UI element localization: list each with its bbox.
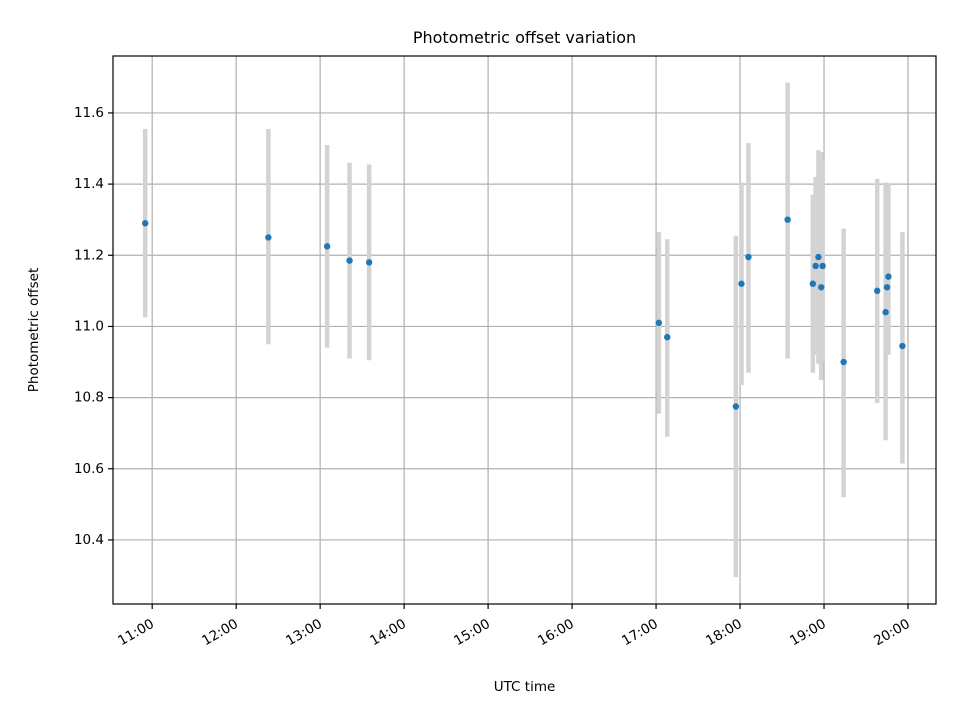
data-point (819, 262, 826, 270)
y-tick-label: 11.6 (74, 105, 104, 121)
data-point (809, 280, 817, 287)
data-point (874, 287, 881, 295)
data-point (840, 358, 847, 366)
x-axis-label: UTC time (494, 679, 556, 695)
grid-layer (113, 56, 936, 604)
data-point (883, 284, 891, 291)
data-point (346, 257, 353, 264)
y-tick-label: 10.6 (74, 461, 104, 477)
data-point (784, 216, 791, 223)
y-tick-label: 11.0 (74, 318, 104, 334)
data-point (745, 253, 752, 261)
data-point (323, 243, 331, 250)
data-point (732, 403, 740, 410)
chart-title: Photometric offset variation (413, 28, 636, 47)
data-point (882, 309, 889, 316)
point-layer (141, 216, 906, 410)
data-point (815, 253, 822, 261)
data-point (655, 319, 663, 327)
data-point (812, 262, 819, 270)
data-point (899, 342, 906, 350)
y-axis-label: Photometric offset (26, 268, 42, 392)
y-tick-label: 10.4 (74, 532, 104, 548)
y-tick-label: 10.8 (74, 390, 104, 406)
data-point (265, 234, 272, 241)
data-point (818, 284, 825, 291)
data-point (141, 220, 149, 227)
y-tick-label: 11.4 (74, 176, 104, 192)
y-tick-label: 11.2 (74, 247, 104, 263)
data-point (738, 280, 745, 287)
data-point (365, 259, 373, 266)
plot-frame (112, 55, 937, 605)
data-point (664, 333, 671, 341)
data-point (885, 273, 892, 280)
